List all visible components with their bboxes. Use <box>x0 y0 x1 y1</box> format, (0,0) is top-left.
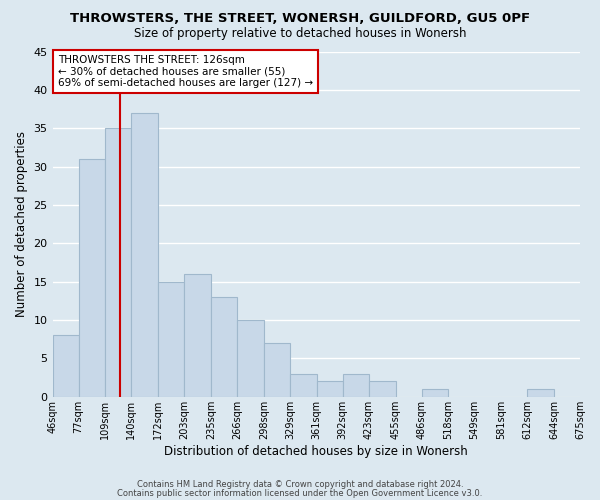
Bar <box>158 282 184 397</box>
Text: Contains public sector information licensed under the Open Government Licence v3: Contains public sector information licen… <box>118 488 482 498</box>
Bar <box>79 159 106 397</box>
Y-axis label: Number of detached properties: Number of detached properties <box>15 131 28 317</box>
Bar <box>131 113 158 397</box>
Bar <box>184 274 211 397</box>
Bar <box>211 297 237 397</box>
Bar <box>53 336 79 397</box>
Text: Size of property relative to detached houses in Wonersh: Size of property relative to detached ho… <box>134 28 466 40</box>
Bar <box>264 343 290 397</box>
Bar <box>368 382 395 397</box>
Bar <box>317 382 343 397</box>
Text: THROWSTERS THE STREET: 126sqm
← 30% of detached houses are smaller (55)
69% of s: THROWSTERS THE STREET: 126sqm ← 30% of d… <box>58 55 313 88</box>
Text: THROWSTERS, THE STREET, WONERSH, GUILDFORD, GU5 0PF: THROWSTERS, THE STREET, WONERSH, GUILDFO… <box>70 12 530 26</box>
Bar <box>237 320 264 397</box>
Text: Contains HM Land Registry data © Crown copyright and database right 2024.: Contains HM Land Registry data © Crown c… <box>137 480 463 489</box>
Bar <box>527 389 554 397</box>
Bar <box>106 128 131 397</box>
Bar <box>343 374 368 397</box>
X-axis label: Distribution of detached houses by size in Wonersh: Distribution of detached houses by size … <box>164 444 468 458</box>
Bar <box>290 374 317 397</box>
Bar <box>422 389 448 397</box>
